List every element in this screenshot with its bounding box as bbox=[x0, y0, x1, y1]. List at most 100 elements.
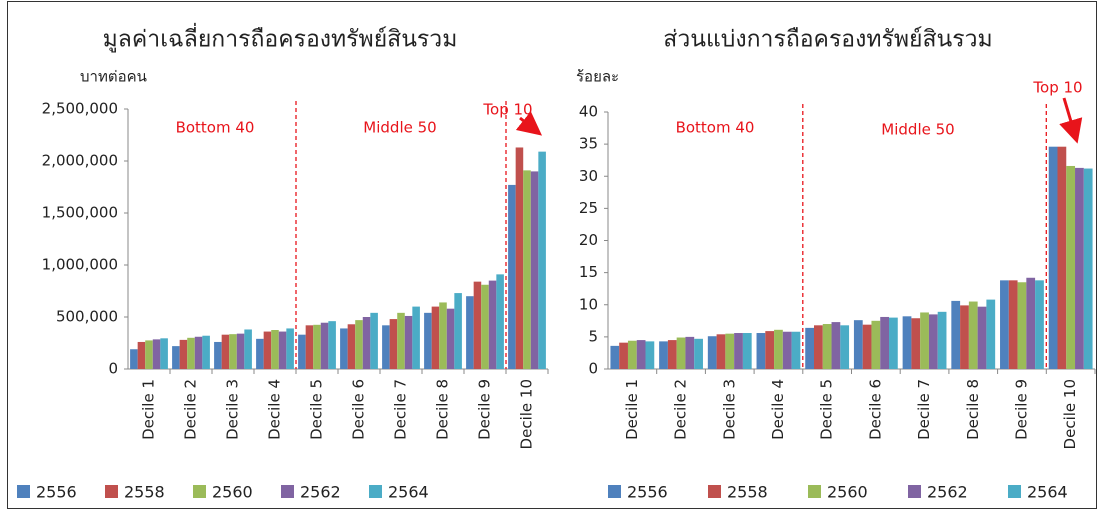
bar bbox=[137, 341, 146, 369]
x-tick-label: Decile 2 bbox=[182, 379, 200, 440]
chart-title: ส่วนแบ่งการถือครองทรัพย์สินรวม bbox=[663, 26, 992, 53]
legend-label: 2564 bbox=[1027, 483, 1068, 502]
y-tick-label: 2,000,000 bbox=[42, 152, 118, 170]
bar bbox=[659, 341, 668, 369]
bar bbox=[1075, 167, 1084, 369]
bar bbox=[853, 320, 863, 369]
bar bbox=[298, 334, 306, 369]
bar bbox=[194, 336, 203, 369]
bar bbox=[902, 316, 912, 369]
y-tick-label: 0 bbox=[588, 360, 598, 378]
bar bbox=[271, 330, 279, 369]
legend-label: 2558 bbox=[727, 483, 768, 502]
annotation-arrow bbox=[515, 111, 543, 136]
bar bbox=[676, 337, 686, 369]
legend-label: 2564 bbox=[388, 483, 429, 502]
bar bbox=[488, 280, 497, 369]
bar bbox=[305, 325, 314, 369]
bar bbox=[911, 318, 921, 369]
bar bbox=[871, 320, 881, 369]
bar bbox=[286, 328, 294, 369]
legend-swatch bbox=[608, 485, 621, 498]
bar bbox=[263, 331, 272, 369]
bar bbox=[814, 325, 823, 369]
x-tick-label: Decile 3 bbox=[224, 379, 242, 440]
bar bbox=[481, 284, 489, 369]
bar bbox=[880, 316, 889, 369]
bar bbox=[389, 319, 398, 369]
bar bbox=[370, 312, 378, 369]
y-tick-label: 1,000,000 bbox=[42, 256, 118, 274]
legend-swatch bbox=[808, 485, 821, 498]
bar bbox=[734, 333, 743, 369]
y-tick-label: 500,000 bbox=[56, 308, 118, 326]
y-tick-label: 1,500,000 bbox=[42, 204, 118, 222]
bar bbox=[256, 338, 264, 369]
bar bbox=[1066, 165, 1076, 369]
bar bbox=[928, 314, 938, 369]
bar bbox=[454, 293, 462, 369]
x-tick-label: Decile 7 bbox=[392, 379, 410, 440]
bar bbox=[362, 317, 371, 369]
legend-swatch bbox=[369, 485, 382, 498]
x-tick-label: Decile 4 bbox=[769, 379, 787, 440]
legend-label: 2562 bbox=[927, 483, 968, 502]
bar bbox=[508, 184, 516, 369]
bar bbox=[515, 147, 524, 369]
bar bbox=[636, 340, 646, 369]
x-tick-label: Decile 8 bbox=[964, 379, 982, 440]
x-tick-label: Decile 6 bbox=[350, 379, 368, 440]
bar bbox=[187, 337, 195, 369]
bar bbox=[1035, 280, 1044, 369]
y-tick-label: 10 bbox=[579, 295, 598, 313]
y-axis-label: บาทต่อคน bbox=[80, 68, 147, 86]
legend-swatch bbox=[1008, 485, 1021, 498]
bar bbox=[320, 322, 329, 369]
x-tick-label: Decile 1 bbox=[623, 379, 641, 440]
y-tick-label: 20 bbox=[579, 231, 598, 249]
x-tick-label: Decile 1 bbox=[140, 379, 158, 440]
bar bbox=[397, 312, 405, 369]
bar bbox=[160, 338, 168, 369]
bar bbox=[439, 302, 447, 369]
bar bbox=[530, 171, 539, 369]
bar bbox=[694, 338, 703, 369]
bar bbox=[1083, 168, 1093, 369]
bar bbox=[977, 306, 987, 369]
x-tick-label: Decile 5 bbox=[818, 379, 836, 440]
bar bbox=[1008, 280, 1018, 369]
y-tick-label: 40 bbox=[579, 103, 598, 121]
legend-label: 2556 bbox=[36, 483, 77, 502]
bar bbox=[214, 341, 222, 369]
bar bbox=[986, 299, 996, 369]
legend-swatch bbox=[193, 485, 206, 498]
x-tick-label: Decile 6 bbox=[866, 379, 884, 440]
bar bbox=[951, 300, 961, 369]
bar bbox=[145, 340, 153, 369]
bar bbox=[229, 334, 237, 369]
bar bbox=[1048, 146, 1058, 369]
x-tick-label: Decile 3 bbox=[720, 379, 738, 440]
bar bbox=[202, 335, 210, 369]
y-axis-label: ร้อยละ bbox=[576, 68, 619, 86]
y-tick-label: 0 bbox=[108, 360, 118, 378]
bar bbox=[756, 333, 766, 369]
bar bbox=[619, 342, 628, 369]
bar bbox=[937, 311, 947, 369]
bar bbox=[627, 340, 637, 369]
annotation: Middle 50 bbox=[881, 121, 954, 139]
bar bbox=[725, 333, 735, 369]
bar bbox=[278, 331, 287, 369]
bar bbox=[742, 333, 752, 369]
y-tick-label: 30 bbox=[579, 167, 598, 185]
bar bbox=[1017, 282, 1027, 369]
legend-swatch bbox=[708, 485, 721, 498]
legend-label: 2556 bbox=[627, 483, 668, 502]
bar bbox=[822, 324, 832, 369]
legend-label: 2560 bbox=[827, 483, 868, 502]
bar bbox=[968, 301, 978, 369]
bar bbox=[404, 315, 413, 369]
bar bbox=[831, 322, 841, 369]
legend-swatch bbox=[908, 485, 921, 498]
bar bbox=[960, 305, 969, 369]
